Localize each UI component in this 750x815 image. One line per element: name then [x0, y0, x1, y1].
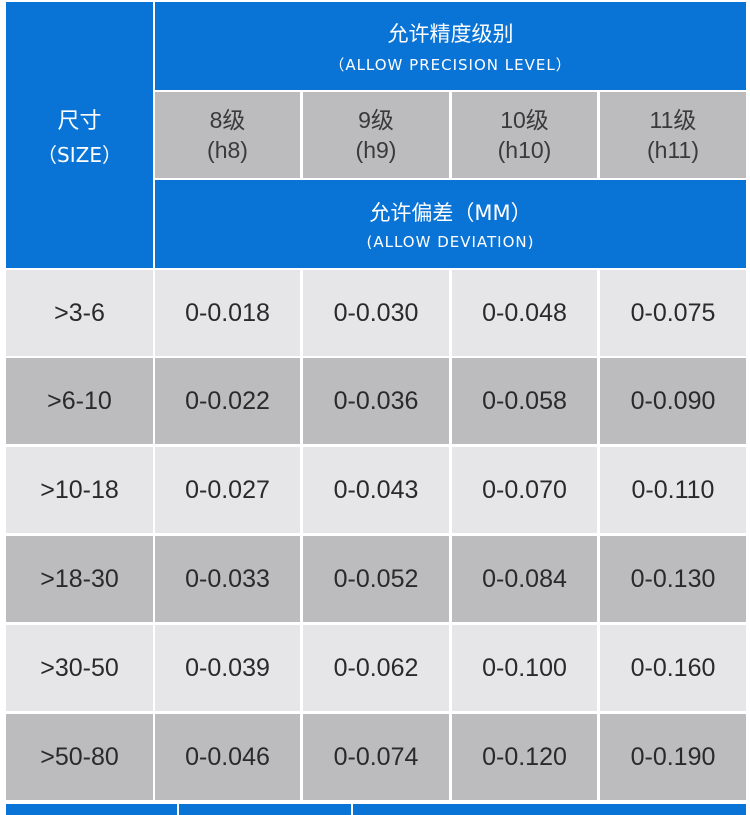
level-name: 11级	[649, 107, 697, 133]
size-cell: >3-6	[6, 270, 153, 356]
deviation-cell: 0-0.018	[155, 270, 300, 356]
deviation-cell: 0-0.039	[155, 625, 300, 711]
precision-title-en: （ALLOW PRECISION LEVEL）	[329, 55, 572, 74]
deviation-cell: 0-0.043	[303, 447, 449, 533]
deviation-cell: 0-0.070	[452, 447, 597, 533]
deviation-cell: 0-0.090	[600, 358, 746, 444]
size-cell: >6-10	[6, 358, 153, 444]
deviation-cell: 0-0.074	[303, 714, 449, 800]
deviation-cell: 0-0.084	[452, 536, 597, 622]
footer-strip-3	[353, 804, 746, 815]
deviation-title-en: (ALLOW DEVIATION)	[366, 233, 535, 251]
size-cell: >10-18	[6, 447, 153, 533]
deviation-cell: 0-0.160	[600, 625, 746, 711]
level-name: 8级	[209, 107, 246, 133]
deviation-cell: 0-0.062	[303, 625, 449, 711]
level-code: (h10)	[497, 137, 552, 163]
deviation-cell: 0-0.030	[303, 270, 449, 356]
footer-strip-2	[179, 804, 351, 815]
deviation-cell: 0-0.075	[600, 270, 746, 356]
level-code: (h8)	[207, 137, 248, 163]
precision-title-cn: 允许精度级别	[387, 21, 514, 46]
deviation-cell: 0-0.120	[452, 714, 597, 800]
deviation-cell: 0-0.048	[452, 270, 597, 356]
precision-header: 允许精度级别 （ALLOW PRECISION LEVEL）	[155, 2, 746, 90]
size-cell: >50-80	[6, 714, 153, 800]
deviation-cell: 0-0.033	[155, 536, 300, 622]
deviation-cell: 0-0.190	[600, 714, 746, 800]
precision-level-cell: 9级 (h9)	[303, 92, 449, 178]
precision-level-cell: 11级 (h11)	[600, 92, 746, 178]
deviation-cell: 0-0.100	[452, 625, 597, 711]
deviation-cell: 0-0.058	[452, 358, 597, 444]
deviation-header: 允许偏差（MM） (ALLOW DEVIATION)	[155, 180, 746, 268]
size-cell: >18-30	[6, 536, 153, 622]
size-label-en: （SIZE）	[37, 142, 122, 167]
level-code: (h9)	[355, 137, 397, 163]
size-cell: >30-50	[6, 625, 153, 711]
size-header: 尺寸 （SIZE）	[6, 2, 153, 268]
size-label-cn: 尺寸	[57, 108, 102, 134]
deviation-cell: 0-0.052	[303, 536, 449, 622]
precision-level-cell: 10级 (h10)	[452, 92, 597, 178]
footer-strip-1	[6, 804, 177, 815]
deviation-title-cn: 允许偏差（MM）	[369, 201, 532, 225]
deviation-cell: 0-0.027	[155, 447, 300, 533]
level-name: 9级	[358, 107, 394, 133]
deviation-cell: 0-0.036	[303, 358, 449, 444]
deviation-cell: 0-0.130	[600, 536, 746, 622]
level-code: (h11)	[647, 137, 699, 163]
level-name: 10级	[500, 107, 549, 133]
deviation-cell: 0-0.110	[600, 447, 746, 533]
deviation-cell: 0-0.046	[155, 714, 300, 800]
precision-level-cell: 8级 (h8)	[155, 92, 300, 178]
deviation-cell: 0-0.022	[155, 358, 300, 444]
